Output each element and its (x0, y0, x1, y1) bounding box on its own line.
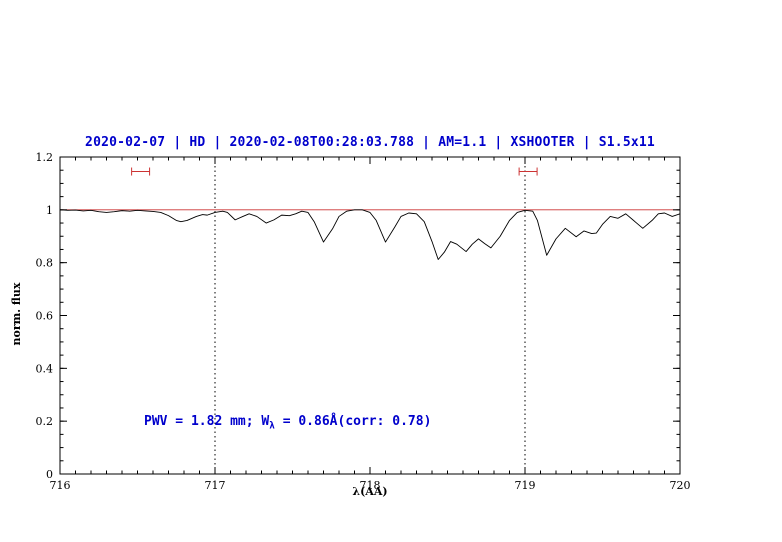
svg-text:1: 1 (46, 204, 53, 217)
svg-text:0: 0 (46, 468, 53, 481)
annotation-pre: PWV = 1.82 mm; W (144, 414, 270, 429)
svg-text:0.8: 0.8 (36, 257, 54, 270)
annotation-post: = 0.86Å(corr: 0.78) (274, 414, 432, 429)
pwv-annotation: PWV = 1.82 mm; Wλ = 0.86Å(corr: 0.78) (144, 414, 431, 432)
svg-text:0.2: 0.2 (36, 415, 54, 428)
svg-text:720: 720 (670, 479, 691, 492)
svg-text:0.6: 0.6 (36, 310, 54, 323)
svg-text:717: 717 (205, 479, 226, 492)
x-axis-label: λ(AA) (352, 485, 388, 498)
svg-text:719: 719 (515, 479, 536, 492)
y-axis-label: norm. flux (10, 282, 23, 346)
svg-text:0.4: 0.4 (36, 362, 54, 375)
plot-title: 2020-02-07 | HD | 2020-02-08T00:28:03.78… (85, 135, 655, 150)
annotation-lambda-subscript: λ (269, 420, 275, 432)
svg-text:716: 716 (50, 479, 71, 492)
svg-text:718: 718 (360, 479, 381, 492)
svg-text:1.2: 1.2 (36, 151, 54, 164)
